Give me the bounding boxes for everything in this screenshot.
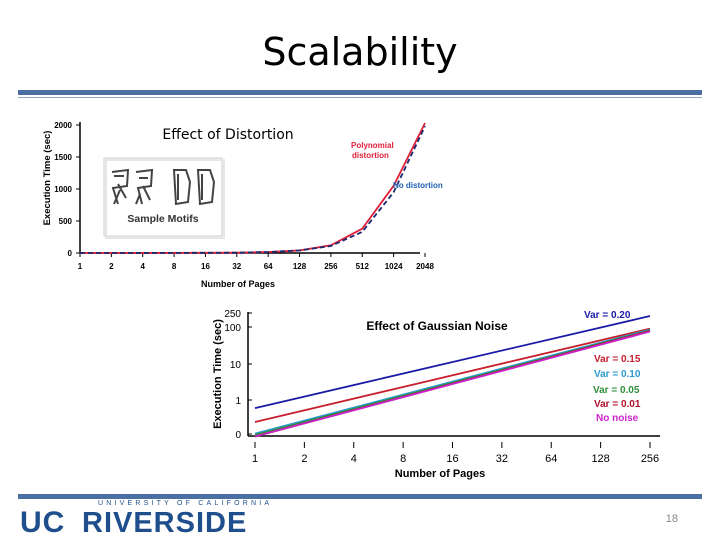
chart2-xtick-label: 256	[641, 453, 659, 465]
chart1-xtick-label: 1	[78, 262, 83, 271]
chart1-xtick-label: 512	[356, 262, 370, 271]
logo-uc-text: UC	[20, 506, 66, 539]
chart1-xtick-label: 128	[293, 262, 307, 271]
chart2-series-var-0-20	[254, 315, 651, 409]
chart1-ytick-label: 1500	[54, 153, 72, 162]
chart2-legend-item: Var = 0.05	[593, 385, 640, 396]
logo-university-text: UNIVERSITY OF CALIFORNIA	[98, 500, 273, 507]
chart2-legend-item: No noise	[596, 413, 639, 424]
top-divider	[18, 90, 702, 95]
chart2-ytick-label: 0	[235, 430, 241, 441]
sample-motifs-label: Sample Motifs	[127, 213, 198, 225]
slide-title: Scalability	[262, 30, 458, 74]
chart2-xtick-label: 16	[446, 453, 458, 465]
chart2-xlabel: Number of Pages	[395, 468, 485, 480]
chart2-ylabel: Execution Time (sec)	[212, 319, 224, 429]
chart1-legend-distortion: distortion	[352, 151, 389, 160]
chart1-xtick-label: 1024	[385, 262, 403, 271]
chart2-title: Effect of Gaussian Noise	[366, 319, 508, 333]
chart1-xtick-label: 8	[172, 262, 177, 271]
chart1-ytick-label: 0	[68, 249, 73, 258]
chart2-series-var-0-15	[254, 327, 651, 423]
motif-glyph-1	[111, 168, 130, 205]
chart1-series-no-distortion	[80, 125, 426, 254]
chart1-legend-nodistortion: No distortion	[393, 181, 443, 190]
chart2-legend-item: Var = 0.20	[584, 310, 631, 321]
chart2-series-var-0-10	[254, 328, 651, 435]
chart1-ytick-label: 500	[59, 217, 73, 226]
chart1-ytick-label: 2000	[54, 121, 72, 130]
chart1-ylabel: Execution Time (sec)	[42, 131, 53, 226]
chart2-legend-item: Var = 0.10	[594, 369, 641, 380]
bottom-divider	[18, 494, 702, 499]
chart2-ytick-label: 10	[230, 360, 242, 371]
chart2-ytick-label: 1	[235, 396, 241, 407]
top-divider-thin	[18, 97, 702, 98]
logo-riverside-text: RIVERSIDE	[82, 507, 248, 539]
motif-glyph-4	[196, 169, 216, 206]
chart1-xtick-label: 256	[324, 262, 338, 271]
chart1-xtick-label: 16	[201, 262, 210, 271]
chart1-legend-polynomial: Polynomial	[351, 141, 394, 150]
chart1-xtick-label: 2048	[416, 262, 434, 271]
chart2-xtick-label: 8	[400, 453, 406, 465]
motif-glyph-3	[172, 169, 192, 206]
chart2-xtick-label: 128	[591, 453, 609, 465]
chart2-xtick-label: 1	[252, 453, 258, 465]
chart2-xtick-label: 32	[496, 453, 508, 465]
chart1-ytick-label: 1000	[54, 185, 72, 194]
chart2-legend-item: Var = 0.01	[594, 399, 641, 410]
chart1-title: Effect of Distortion	[162, 127, 293, 143]
chart1-xtick-label: 2	[109, 262, 114, 271]
chart2-series-no-noise	[254, 330, 651, 438]
distortion-chart: 0 500 1000 1500 2000 1 2 4 8 16 32 64 128 256 512 1024…	[42, 121, 443, 289]
chart2-ytick-label: 100	[224, 323, 241, 334]
chart2-xtick-label: 64	[545, 453, 557, 465]
page-number: 18	[665, 513, 678, 525]
chart1-xtick-label: 32	[232, 262, 241, 271]
uc-riverside-logo: UNIVERSITY OF CALIFORNIA UC RIVERSIDE	[20, 500, 282, 539]
motif-glyph-2	[135, 168, 154, 205]
chart2-xtick-label: 4	[351, 453, 357, 465]
gaussian-noise-chart: 0 1 10 100 250 1 2 4 8 16 32 64 128 256 Effect of Ga…	[212, 309, 660, 480]
sample-motifs-inset: Sample Motifs	[103, 157, 225, 239]
chart2-ytick-label: 250	[224, 309, 241, 320]
chart2-xtick-label: 2	[301, 453, 307, 465]
chart1-xlabel: Number of Pages	[201, 279, 275, 289]
chart2-legend-item: Var = 0.15	[594, 354, 641, 365]
chart1-xtick-label: 64	[264, 262, 273, 271]
chart1-xtick-label: 4	[141, 262, 146, 271]
